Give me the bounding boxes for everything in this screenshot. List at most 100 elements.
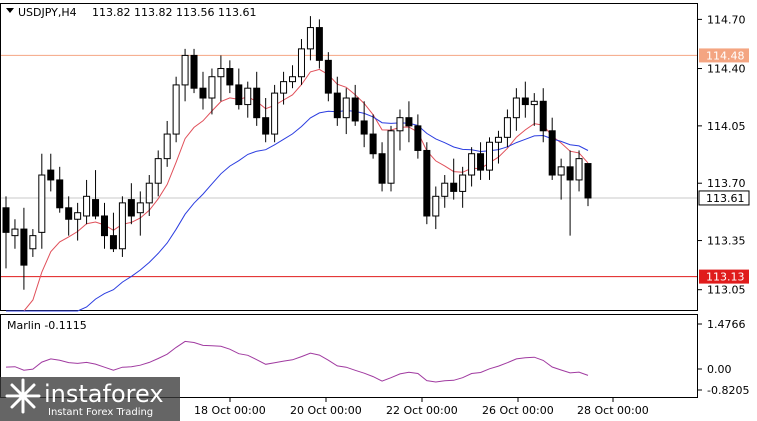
bull-candle [118,202,126,250]
bear-candle [351,97,359,122]
bull-candle [208,76,216,99]
watermark-tagline: Instant Forex Trading [48,407,153,418]
level-price-label: 113.13 [706,271,745,284]
bear-candle [450,182,458,192]
bull-candle [154,158,162,184]
symbol-timeframe: USDJPY,H4 [18,6,77,19]
time-label: 22 Oct 00:00 [386,404,458,417]
horizontal-levels[interactable]: 114.48 113.13 113.61 [1,48,750,284]
bull-candle [459,174,467,192]
level-price-badge [699,269,749,284]
bull-candle [557,166,565,176]
bull-candle [342,97,350,119]
bull-candle [244,87,252,106]
indicator-axis-label: -0.8205 [707,384,749,397]
star-logo-icon [5,378,41,414]
bull-candle [530,100,538,106]
bear-candle [566,166,574,181]
bear-candle [109,235,117,250]
price-label: 113.05 [707,284,746,297]
bull-candle [494,136,502,143]
bull-candle [512,97,520,119]
watermark-backdrop [0,377,180,421]
bear-candle [56,179,64,209]
price-label: 114.05 [707,120,746,133]
bull-candle [163,133,171,160]
bull-candle [11,228,19,237]
bull-candle [181,54,189,86]
bear-candle [2,207,10,233]
indicator-axis-label: 1.4766 [707,318,746,331]
watermark-brand: instaforex [44,380,164,408]
bear-candle [584,163,592,199]
candlesticks [2,16,592,290]
bull-candle [297,48,305,78]
bull-candle [432,195,440,217]
bull-candle [387,130,395,184]
bear-candle [378,153,386,184]
bear-candle [539,100,547,132]
bear-candle [477,153,485,171]
bull-candle [29,235,37,250]
bull-candle [38,174,46,233]
bear-candle [414,125,422,151]
bear-candle [405,117,413,127]
indicator-axis-label: 0.00 [707,363,732,376]
time-label: 26 Oct 00:00 [482,404,554,417]
bull-candle [396,117,404,132]
ohlc-values: 113.82 113.82 113.56 113.61 [92,6,256,19]
bull-candle [172,84,180,135]
indicator-axis: 1.4766 0.00 -0.8205 [697,318,749,397]
bear-candle [521,97,529,106]
bull-candle [217,68,225,78]
price-axis[interactable]: 114.70 114.40 114.05 113.70 113.35 113.05 [697,13,746,297]
bull-candle [145,182,153,204]
price-label: 113.35 [707,235,746,248]
level-price-badge [699,48,749,63]
bull-candle [136,202,144,214]
bear-candle [20,228,28,266]
current-price-badge [698,190,750,206]
bull-candle [441,182,449,197]
marlin-oscillator [5,340,589,383]
bear-candle [423,149,431,217]
time-label: 28 Oct 00:00 [577,404,649,417]
indicator-label: Marlin -0.1115 [7,319,87,332]
bear-candle [47,169,55,181]
bear-candle [127,199,135,217]
bull-candle [280,81,288,94]
bear-candle [65,207,73,220]
price-label: 113.70 [707,177,746,190]
bull-candle [289,76,297,83]
bear-candle [253,87,261,119]
price-label: 114.40 [707,63,746,76]
bull-candle [306,27,314,50]
bear-candle [315,27,323,61]
main-chart-frame [0,3,698,311]
bull-candle [503,117,511,138]
level-price-label: 114.48 [706,49,745,62]
bull-candle [468,153,476,176]
bear-candle [190,54,198,89]
bear-candle [199,87,207,99]
bull-candle [271,92,279,135]
bear-candle [369,133,377,155]
bull-candle [74,212,82,220]
bear-candle [360,120,368,135]
time-label: 18 Oct 00:00 [194,404,266,417]
instaforex-logo: instaforex Instant Forex Trading [0,377,180,421]
bear-candle [333,92,341,119]
price-label: 114.70 [707,13,746,26]
bull-candle [575,158,583,181]
symbol-dropdown-icon[interactable] [6,8,14,13]
bear-candle [226,68,234,86]
bull-candle [486,141,494,171]
current-price-label: 113.61 [706,192,745,205]
bull-candle [83,195,91,217]
bear-candle [92,199,100,217]
bear-candle [324,59,332,94]
bear-candle [548,130,556,176]
oscillator-line [5,340,589,383]
time-label: 20 Oct 00:00 [290,404,362,417]
